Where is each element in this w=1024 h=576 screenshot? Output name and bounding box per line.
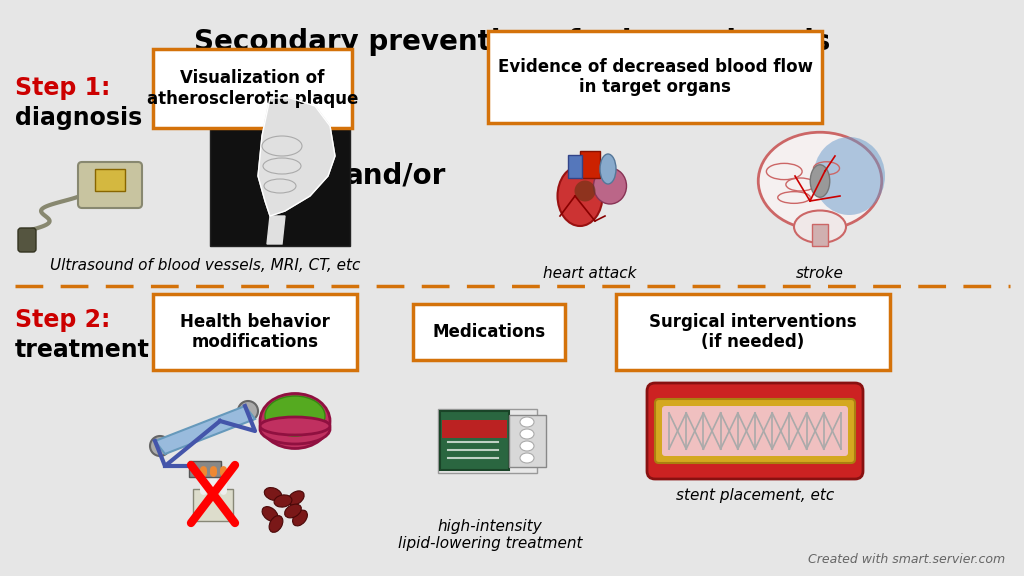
FancyBboxPatch shape — [616, 294, 890, 370]
Text: diagnosis: diagnosis — [15, 106, 142, 130]
Ellipse shape — [264, 487, 282, 501]
FancyBboxPatch shape — [438, 409, 537, 473]
Text: Medications: Medications — [432, 323, 546, 341]
FancyBboxPatch shape — [413, 304, 565, 360]
FancyBboxPatch shape — [193, 489, 233, 521]
Ellipse shape — [260, 393, 330, 449]
Bar — [210, 96, 350, 246]
Text: Visualization of
atherosclerotic plaque: Visualization of atherosclerotic plaque — [146, 69, 358, 108]
Ellipse shape — [520, 441, 534, 451]
Text: stent placement, etc: stent placement, etc — [676, 488, 835, 503]
Text: high-intensity
lipid-lowering treatment: high-intensity lipid-lowering treatment — [397, 519, 583, 551]
Bar — [442, 420, 507, 438]
Ellipse shape — [269, 516, 283, 532]
Ellipse shape — [274, 495, 292, 507]
Circle shape — [238, 401, 258, 421]
Bar — [812, 223, 828, 247]
FancyBboxPatch shape — [440, 411, 509, 470]
FancyBboxPatch shape — [95, 169, 125, 191]
Ellipse shape — [794, 210, 846, 243]
Bar — [580, 151, 600, 178]
Text: Created with smart.servier.com: Created with smart.servier.com — [808, 553, 1005, 566]
Ellipse shape — [262, 507, 278, 521]
Ellipse shape — [600, 154, 616, 184]
Text: Secondary prevention of atherosclerosis: Secondary prevention of atherosclerosis — [194, 28, 830, 56]
Text: heart attack: heart attack — [544, 266, 637, 281]
FancyBboxPatch shape — [18, 228, 36, 252]
Text: stroke: stroke — [796, 266, 844, 281]
Ellipse shape — [260, 414, 330, 444]
Ellipse shape — [594, 168, 627, 204]
FancyBboxPatch shape — [189, 461, 221, 477]
Polygon shape — [258, 98, 335, 216]
Ellipse shape — [285, 504, 301, 518]
FancyBboxPatch shape — [153, 49, 352, 128]
Text: and/or: and/or — [344, 162, 445, 190]
FancyBboxPatch shape — [488, 31, 822, 123]
Text: Step 1:: Step 1: — [15, 76, 111, 100]
Ellipse shape — [520, 429, 534, 439]
Text: Ultrasound of blood vessels, MRI, CT, etc: Ultrasound of blood vessels, MRI, CT, et… — [50, 258, 360, 273]
Ellipse shape — [813, 137, 885, 215]
Circle shape — [150, 436, 170, 456]
Text: treatment: treatment — [15, 338, 150, 362]
Ellipse shape — [758, 132, 882, 230]
Text: Step 2:: Step 2: — [15, 308, 111, 332]
FancyBboxPatch shape — [153, 294, 357, 370]
Ellipse shape — [810, 165, 829, 197]
Ellipse shape — [574, 180, 596, 202]
FancyBboxPatch shape — [662, 406, 848, 456]
Text: Surgical interventions
(if needed): Surgical interventions (if needed) — [649, 313, 857, 351]
Polygon shape — [155, 406, 255, 454]
FancyBboxPatch shape — [647, 383, 863, 479]
Text: Evidence of decreased blood flow
in target organs: Evidence of decreased blood flow in targ… — [498, 58, 812, 96]
Text: Health behavior
modifications: Health behavior modifications — [180, 313, 330, 351]
Ellipse shape — [557, 166, 602, 226]
FancyBboxPatch shape — [509, 415, 546, 467]
Bar — [568, 155, 582, 178]
Polygon shape — [267, 216, 285, 244]
Ellipse shape — [520, 417, 534, 427]
Ellipse shape — [265, 396, 325, 436]
FancyBboxPatch shape — [655, 399, 855, 463]
Ellipse shape — [293, 510, 307, 526]
Ellipse shape — [520, 453, 534, 463]
Ellipse shape — [260, 417, 330, 435]
Ellipse shape — [288, 491, 304, 505]
FancyBboxPatch shape — [78, 162, 142, 208]
